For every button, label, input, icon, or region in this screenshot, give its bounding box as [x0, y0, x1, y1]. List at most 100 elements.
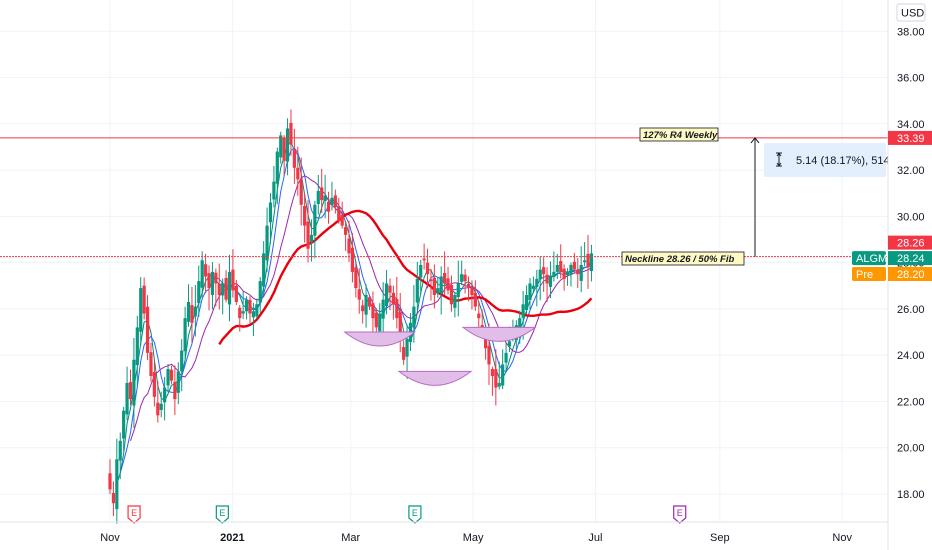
candle-body	[538, 269, 542, 280]
candle-body	[156, 402, 160, 416]
candle-body	[583, 260, 587, 263]
note-neckline: Neckline 28.26 / 50% Fib	[621, 251, 745, 266]
candle-body	[559, 261, 563, 272]
candle-body	[456, 283, 460, 298]
candle-body	[333, 195, 337, 208]
measure-label: 5.14 (18.17%), 514	[796, 155, 890, 167]
candle-body	[419, 264, 423, 278]
price-tag-symbol: Pre	[856, 269, 873, 281]
earnings-marker[interactable]: E	[215, 505, 229, 524]
currency-label: USD	[901, 8, 924, 20]
earnings-marker[interactable]: E	[408, 505, 422, 524]
cup-bowl	[461, 326, 537, 342]
candle-body	[200, 260, 204, 288]
candle-body	[466, 283, 471, 289]
y-tick-label: 18.00	[897, 489, 925, 501]
candle-body	[224, 277, 228, 300]
candle-body	[241, 311, 245, 314]
candle-body	[565, 271, 570, 276]
x-tick-label: Mar	[341, 532, 360, 544]
candle-body	[323, 195, 327, 201]
y-tick-label: 24.00	[897, 350, 925, 362]
candle-body	[347, 238, 351, 254]
candle-body	[108, 473, 112, 490]
candle-body	[425, 262, 430, 275]
x-tick-label: Jul	[588, 532, 602, 544]
candle-body	[326, 201, 331, 212]
candle-body	[412, 306, 416, 328]
candle-body	[555, 264, 559, 272]
price-tag-value: 28.26	[897, 238, 925, 250]
measure-label-box	[764, 143, 886, 177]
gridlines	[0, 0, 888, 522]
candle-body	[436, 288, 440, 294]
candle-body	[289, 122, 293, 145]
price-tag-box	[888, 235, 932, 250]
candle-body	[384, 283, 389, 307]
candle-body	[139, 288, 143, 332]
candle-body	[262, 253, 266, 287]
candle-body	[234, 285, 238, 302]
candle-body	[125, 382, 129, 415]
measure-arrowhead	[750, 137, 760, 144]
price-tag-symbol-box	[852, 267, 886, 281]
candle-body	[111, 492, 116, 504]
candle-body	[180, 350, 184, 372]
candle-body	[422, 258, 426, 261]
price-scale[interactable]: 18.0020.0022.0024.0026.0028.0030.0032.00…	[852, 0, 932, 550]
candle-body	[562, 268, 566, 279]
candle-body	[524, 295, 529, 310]
ma-purple-line	[130, 175, 592, 441]
candle-body	[207, 273, 211, 289]
candle-body	[343, 227, 348, 235]
candle-body	[197, 281, 201, 304]
candle-body	[227, 271, 232, 305]
candle-body	[299, 179, 303, 205]
candle-body	[135, 327, 139, 366]
candle-body	[186, 301, 191, 322]
candle-body	[282, 138, 286, 161]
candle-body	[210, 271, 215, 295]
candle-body	[374, 312, 378, 328]
candle-body	[576, 269, 580, 275]
y-tick-label: 30.00	[897, 211, 925, 223]
candle-body	[432, 277, 436, 296]
earnings-marker[interactable]: E	[127, 505, 141, 524]
candle-body	[477, 313, 481, 319]
cup-bowl	[343, 331, 417, 347]
price-axis-labels: 18.0020.0022.0024.0026.0028.0030.0032.00…	[897, 26, 925, 501]
note-neckline-label: Neckline 28.26 / 50% Fib	[625, 254, 735, 265]
currency-badge[interactable]: USD	[896, 3, 926, 22]
candle-body	[460, 274, 464, 282]
y-tick-label: 36.00	[897, 73, 925, 85]
candle-body	[337, 206, 341, 221]
candle-body	[494, 369, 498, 388]
candle-body	[518, 318, 522, 332]
candle-body	[446, 278, 450, 291]
earnings-letter: E	[219, 508, 225, 518]
candle-body	[483, 335, 488, 349]
candle-body	[535, 278, 539, 287]
candle-body	[449, 285, 454, 305]
time-axis[interactable]: Nov 2021 Mar May Jul Sep Nov	[0, 521, 888, 544]
x-tick-label: May	[463, 532, 484, 544]
y-tick-label: 34.00	[897, 119, 925, 131]
candle-body	[552, 271, 556, 278]
plot-area[interactable]	[0, 0, 888, 522]
time-axis-labels: Nov 2021 Mar May Jul Sep Nov	[100, 532, 852, 544]
earnings-letter: E	[131, 508, 137, 518]
bowl-annotations	[343, 326, 537, 386]
candle-body	[320, 187, 324, 201]
earnings-marker[interactable]: E	[673, 505, 687, 524]
candle-body	[193, 306, 197, 317]
price-tag-value: 28.24	[897, 253, 925, 265]
y-tick-label: 38.00	[897, 26, 925, 38]
earnings-letter: E	[412, 508, 418, 518]
candle-body	[251, 311, 256, 318]
candle-body	[190, 305, 194, 323]
candle-body	[453, 295, 457, 308]
candle-body	[292, 149, 296, 168]
candle-body	[443, 272, 447, 284]
